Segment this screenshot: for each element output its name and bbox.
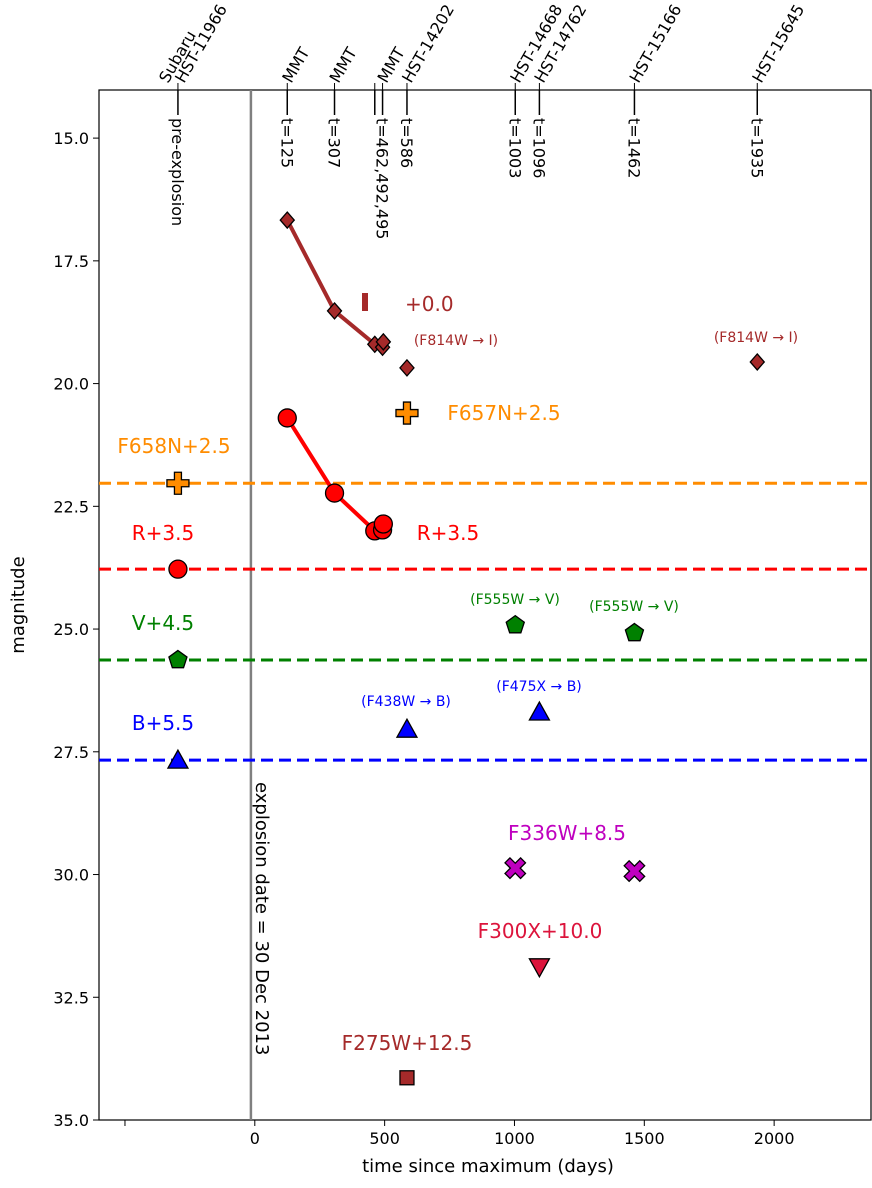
annotation: (F814W → I) xyxy=(414,333,498,349)
data-point xyxy=(395,401,419,425)
y-tick-label: 27.5 xyxy=(53,743,89,762)
data-point xyxy=(399,358,415,377)
explosion-label: explosion date = 30 Dec 2013 xyxy=(251,782,272,1055)
epoch-label: t=307 xyxy=(325,118,344,168)
annotation: (F475X → B) xyxy=(496,679,582,695)
x-tick-label: 1500 xyxy=(624,1129,665,1148)
data-point xyxy=(749,352,766,371)
annotation: R+3.5 xyxy=(417,521,479,545)
annotation: (F555W → V) xyxy=(470,592,560,608)
annotation: F336W+8.5 xyxy=(508,821,626,845)
y-tick-label: 35.0 xyxy=(53,1111,89,1130)
annotation: (F555W → V) xyxy=(589,599,679,615)
data-point xyxy=(166,748,190,769)
data-point xyxy=(326,301,343,320)
epoch-label: t=462,492,495 xyxy=(373,118,392,239)
x-axis-label: time since maximum (days) xyxy=(362,1156,614,1177)
top-tick-label: HST-15166 xyxy=(625,1,685,86)
data-point xyxy=(324,483,345,503)
y-tick-label: 17.5 xyxy=(53,252,89,271)
annotation: F657N+2.5 xyxy=(447,401,560,425)
data-point xyxy=(168,559,188,579)
epoch-label: t=1462 xyxy=(624,118,643,178)
y-tick-label: 32.5 xyxy=(53,988,89,1007)
data-point xyxy=(623,859,646,883)
annotation: B+5.5 xyxy=(132,711,194,735)
data-point xyxy=(504,856,527,880)
data-point xyxy=(624,622,645,642)
data-point xyxy=(168,649,188,669)
data-point xyxy=(528,700,551,721)
data-point xyxy=(375,332,392,351)
data-point xyxy=(279,211,296,230)
annotation: V+4.5 xyxy=(132,611,194,635)
annotation: F658N+2.5 xyxy=(117,434,230,458)
top-tick-label: MMT xyxy=(278,44,313,86)
epoch-label: t=1003 xyxy=(505,118,524,178)
data-point xyxy=(399,1070,415,1086)
data-point xyxy=(528,958,551,979)
data-point xyxy=(505,614,526,634)
annotation: +0.0 xyxy=(405,292,454,316)
annotation: (F438W → B) xyxy=(361,694,451,710)
data-point xyxy=(277,408,297,428)
annotation: F275W+12.5 xyxy=(342,1031,473,1055)
y-axis-label: magnitude xyxy=(8,556,29,653)
x-tick-label: 2000 xyxy=(754,1129,795,1148)
epoch-label: t=1935 xyxy=(747,118,766,178)
plot-frame xyxy=(98,89,872,1121)
x-tick-label: 1000 xyxy=(494,1129,535,1148)
y-tick-label: 30.0 xyxy=(53,866,89,885)
x-tick-label: 0 xyxy=(250,1129,260,1148)
x-tick-label: 500 xyxy=(369,1129,400,1148)
y-tick-label: 20.0 xyxy=(53,375,89,394)
series-line xyxy=(285,219,386,351)
annotation: R+3.5 xyxy=(132,521,194,545)
data-point xyxy=(166,471,190,495)
epoch-label: t=125 xyxy=(277,118,296,168)
top-tick-label: HST-14202 xyxy=(398,1,458,86)
series-line xyxy=(285,416,386,533)
epoch-label: t=586 xyxy=(397,118,416,168)
annotation-glyph xyxy=(362,293,368,311)
data-point xyxy=(395,717,419,738)
y-tick-label: 15.0 xyxy=(53,129,89,148)
top-tick-label: HST-15645 xyxy=(748,1,808,86)
y-tick-label: 25.0 xyxy=(53,620,89,639)
data-point xyxy=(373,514,393,534)
y-tick-label: 22.5 xyxy=(53,497,89,516)
epoch-label: t=1096 xyxy=(529,118,548,178)
annotation: (F814W → I) xyxy=(714,330,798,346)
epoch-label: pre-explosion xyxy=(168,118,187,226)
annotation: F300X+10.0 xyxy=(478,919,603,943)
top-tick-label: MMT xyxy=(326,44,361,86)
